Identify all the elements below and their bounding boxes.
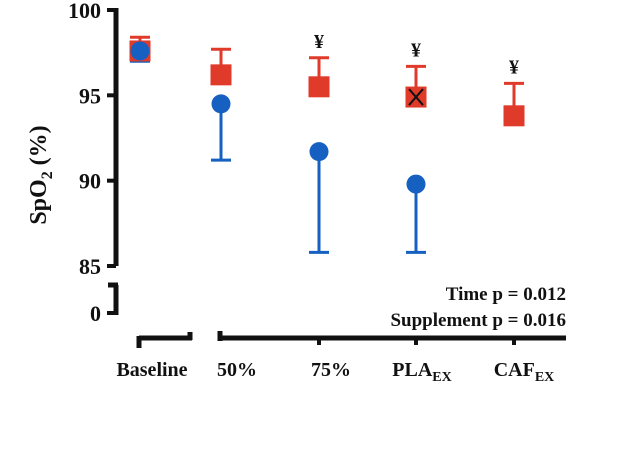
y-tick-label: 85 [79, 254, 101, 279]
red-square-marker [503, 105, 525, 127]
annotation-time: Time p = 0.012 [446, 284, 566, 305]
x-tick-label: PLAEX [392, 359, 451, 385]
red-square-marker [308, 76, 330, 98]
significance-mark: ¥ [411, 39, 421, 61]
y-tick-label: 95 [79, 83, 101, 108]
axes [108, 8, 566, 348]
significance-mark: ¥ [314, 31, 324, 53]
x-tick-label: 75% [311, 359, 351, 381]
significance-mark: ¥ [509, 56, 519, 78]
x-tick-label: CAFEX [494, 359, 555, 385]
annotation-supplement: Supplement p = 0.016 [390, 310, 566, 331]
blue-circle-marker [130, 41, 150, 61]
significance-marks: ¥ ¥ ¥ [314, 31, 519, 79]
markers [129, 40, 525, 194]
y-tick-label: 100 [68, 0, 101, 23]
x-tick-label: Baseline [116, 359, 187, 381]
x-tick-label: 50% [217, 359, 257, 381]
red-square-marker [210, 64, 232, 86]
y-axis-label: SpO2 (%) [26, 125, 56, 224]
blue-circle-marker [309, 142, 329, 162]
y-tick-label: 90 [79, 169, 101, 194]
blue-circle-marker [211, 94, 231, 114]
blue-circle-marker [406, 174, 426, 194]
error-bars [130, 35, 524, 254]
x-mark-icon [408, 88, 424, 106]
y-ticks: 100 95 90 85 0 [68, 0, 116, 326]
y-tick-label: 0 [90, 301, 101, 326]
x-tick-labels: Baseline 50% 75% PLAEX CAFEX [116, 359, 554, 385]
